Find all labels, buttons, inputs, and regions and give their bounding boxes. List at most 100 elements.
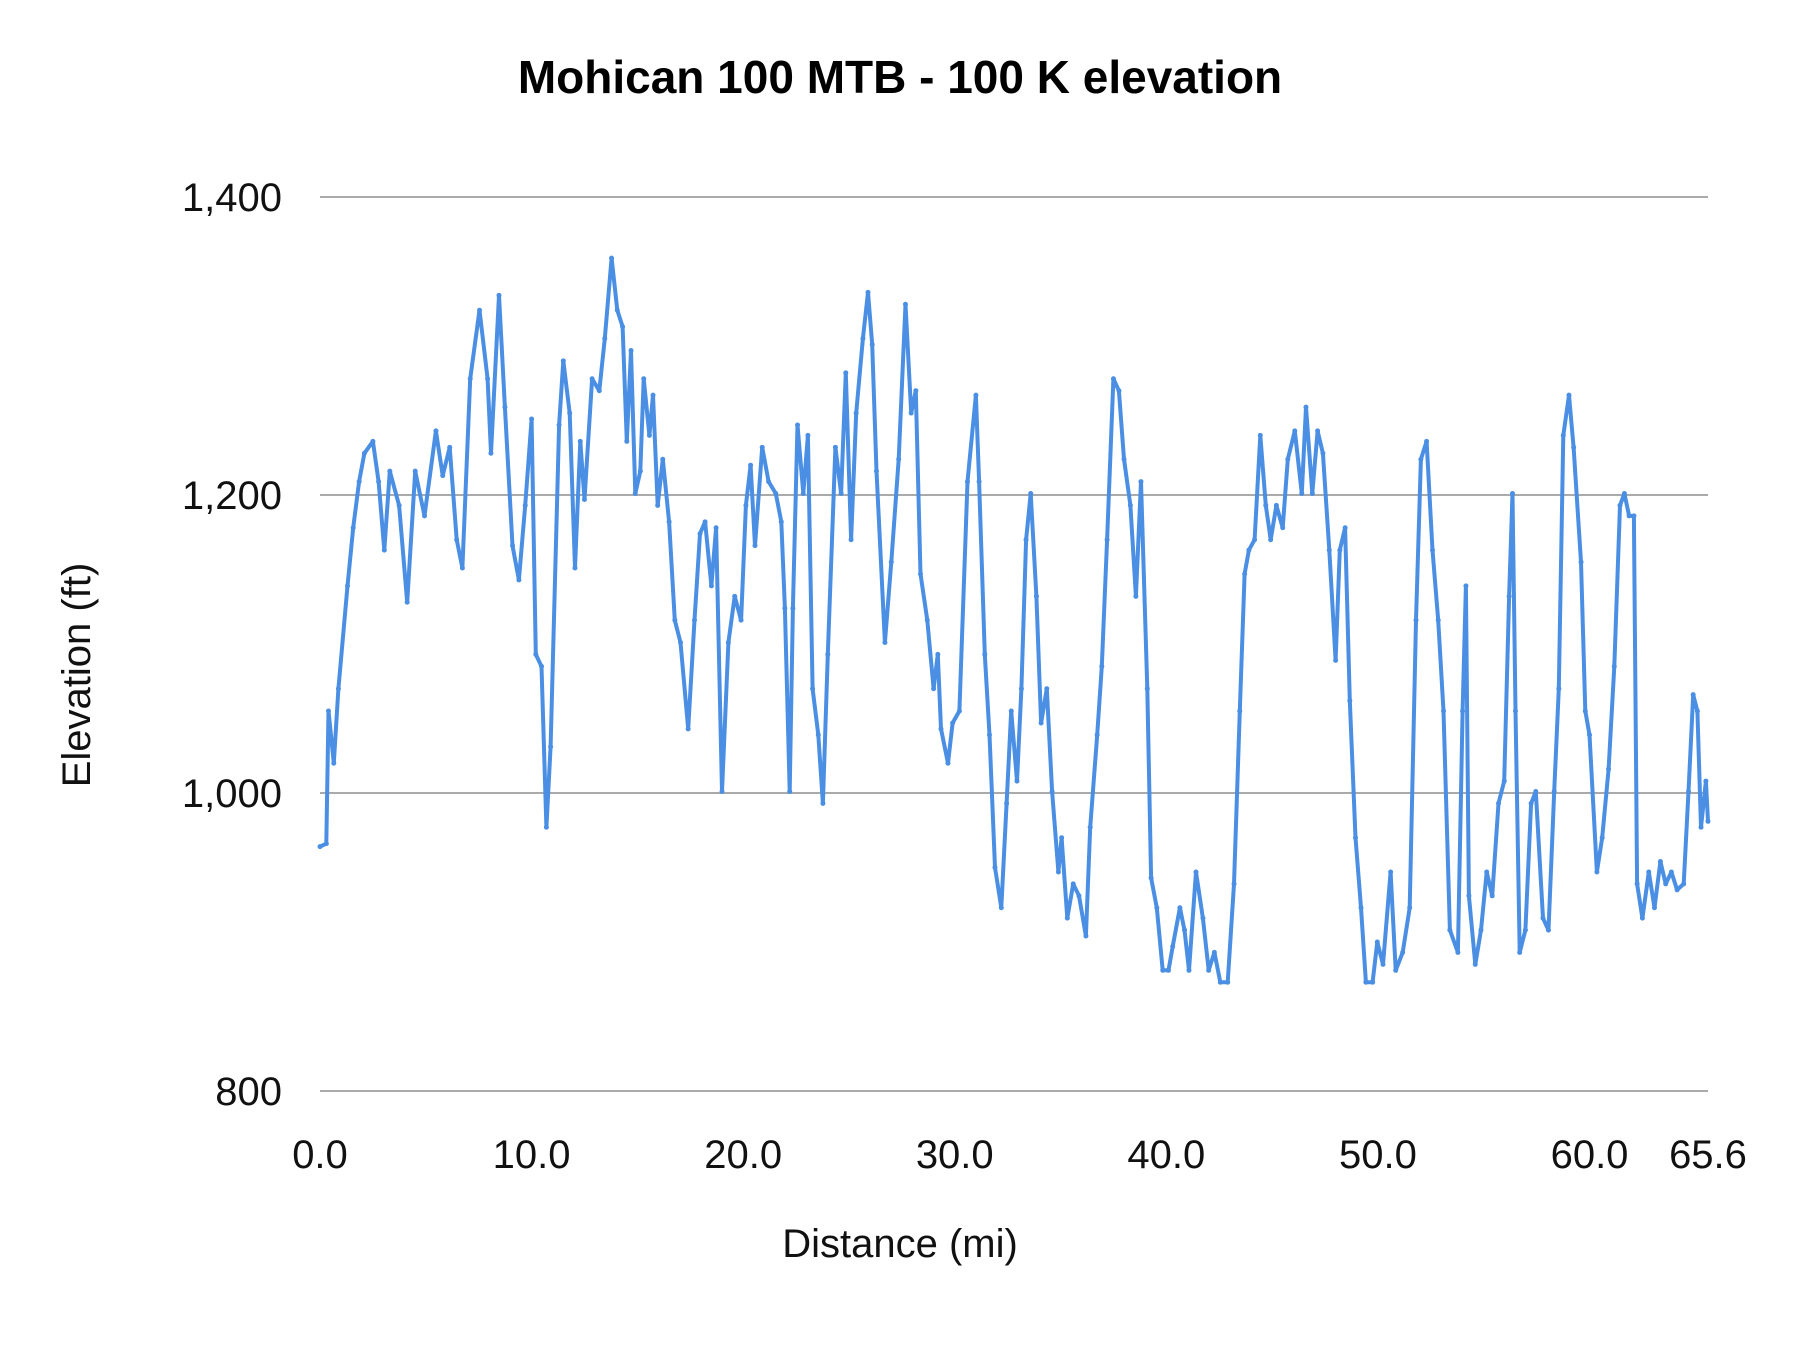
data-point <box>447 444 453 450</box>
data-point <box>1582 708 1588 714</box>
data-point <box>697 531 703 537</box>
data-point <box>1594 869 1600 875</box>
data-point <box>672 617 678 623</box>
data-point <box>1506 593 1512 599</box>
data-point <box>902 301 908 307</box>
data-point <box>1133 593 1139 599</box>
data-point <box>973 392 979 398</box>
data-point <box>1566 392 1572 398</box>
data-point <box>1083 933 1089 939</box>
data-point <box>361 450 367 456</box>
data-point <box>485 376 491 382</box>
data-point <box>1315 428 1321 434</box>
data-point <box>1347 698 1353 704</box>
data-point <box>888 559 894 565</box>
data-point <box>323 841 329 847</box>
data-point <box>1472 961 1478 967</box>
data-point <box>1242 571 1248 577</box>
data-point <box>1070 881 1076 887</box>
data-point <box>1358 905 1364 911</box>
x-axis-title: Distance (mi) <box>782 1222 1018 1266</box>
data-point <box>1160 967 1166 973</box>
data-point <box>815 732 821 738</box>
data-point <box>1466 893 1472 899</box>
data-point <box>1690 692 1696 698</box>
y-tick-label: 800 <box>215 1070 282 1114</box>
data-point <box>873 468 879 474</box>
data-point <box>1621 491 1627 497</box>
data-point <box>1138 479 1144 485</box>
data-point <box>502 404 508 410</box>
data-point <box>1509 491 1515 497</box>
data-point <box>646 432 652 438</box>
gridlines <box>320 196 1708 1092</box>
data-point <box>1447 927 1453 933</box>
data-point <box>529 416 535 422</box>
data-point <box>782 605 788 611</box>
data-point <box>1363 979 1369 985</box>
data-point <box>1698 824 1704 830</box>
data-point <box>1631 513 1637 519</box>
y-tick-label: 1,200 <box>182 474 282 518</box>
data-point <box>1144 686 1150 692</box>
data-point <box>732 593 738 599</box>
data-point <box>387 468 393 474</box>
data-point <box>1400 949 1406 955</box>
data-point <box>1337 547 1343 553</box>
data-point <box>440 473 446 479</box>
data-point <box>620 324 626 330</box>
data-point <box>1200 915 1206 921</box>
data-point <box>1028 491 1034 497</box>
data-point <box>1038 720 1044 726</box>
data-point <box>1303 404 1309 410</box>
data-point <box>1064 915 1070 921</box>
x-tick-label: 50.0 <box>1339 1133 1417 1177</box>
data-point <box>805 432 811 438</box>
data-point <box>1533 789 1539 795</box>
data-point <box>1522 927 1528 933</box>
data-point <box>510 543 516 549</box>
data-point <box>522 502 528 508</box>
data-point <box>685 726 691 732</box>
data-point <box>935 651 941 657</box>
data-point <box>913 388 919 394</box>
data-point <box>882 640 888 646</box>
data-point <box>759 444 765 450</box>
data-point <box>1342 525 1348 531</box>
y-axis-title: Elevation (ft) <box>55 563 99 788</box>
x-tick-label: 65.6 <box>1669 1133 1747 1177</box>
data-point <box>356 479 362 485</box>
data-point <box>998 905 1004 911</box>
data-point <box>1413 617 1419 623</box>
data-point <box>1087 824 1093 830</box>
data-point <box>743 502 749 508</box>
data-point <box>1014 778 1020 784</box>
data-point <box>1059 835 1065 841</box>
data-point <box>748 462 754 468</box>
data-point <box>719 789 725 795</box>
data-point <box>1231 881 1237 887</box>
data-point <box>1374 939 1380 945</box>
data-point <box>795 422 801 428</box>
data-point <box>609 255 615 261</box>
data-point <box>1380 961 1386 967</box>
data-point <box>345 583 351 589</box>
data-point <box>843 370 849 376</box>
data-point <box>1246 547 1252 553</box>
data-point <box>1292 428 1298 434</box>
data-point <box>1556 686 1562 692</box>
data-point <box>738 617 744 623</box>
data-point <box>1705 818 1711 824</box>
data-point <box>1273 502 1279 508</box>
data-point <box>1280 525 1286 531</box>
data-point <box>1352 835 1358 841</box>
data-point <box>1703 778 1709 784</box>
data-point <box>1370 979 1376 985</box>
data-point <box>655 502 661 508</box>
data-point <box>1268 537 1274 543</box>
data-point <box>800 491 806 497</box>
data-point <box>1148 875 1154 881</box>
data-point <box>650 392 656 398</box>
x-tick-label: 40.0 <box>1127 1133 1205 1177</box>
data-point <box>433 428 439 434</box>
